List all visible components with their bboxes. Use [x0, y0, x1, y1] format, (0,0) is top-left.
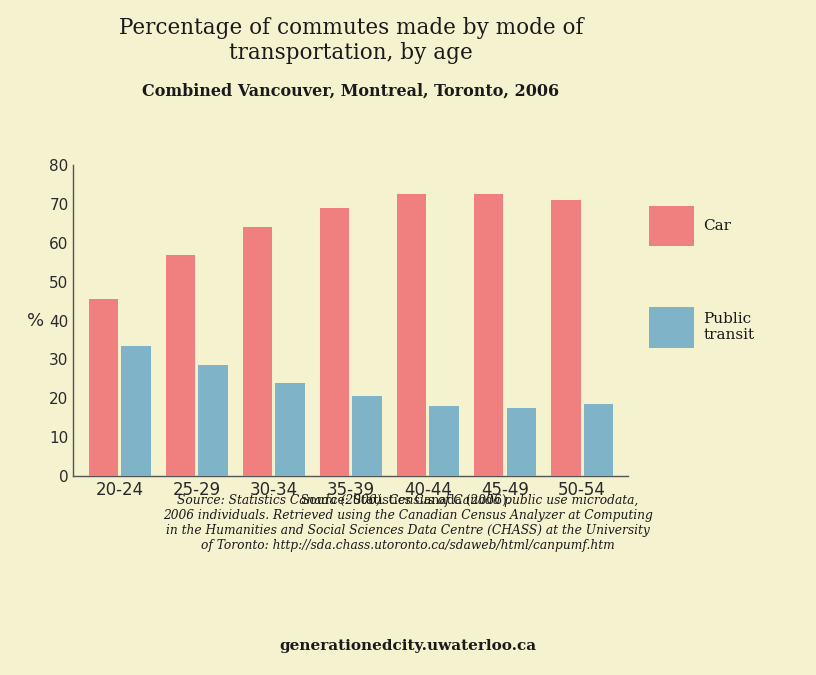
Text: generationedcity.uwaterloo.ca: generationedcity.uwaterloo.ca [279, 639, 537, 653]
Text: Combined Vancouver, Montreal, Toronto, 2006: Combined Vancouver, Montreal, Toronto, 2… [142, 82, 560, 99]
Text: Source: Statistics Canada (2006). Census of Canada public use microdata,
2006 in: Source: Statistics Canada (2006). Census… [163, 494, 653, 552]
Bar [320, 208, 349, 476]
Bar [166, 254, 195, 476]
Text: Car: Car [703, 219, 731, 233]
Bar [474, 194, 503, 476]
Text: Percentage of commutes made by mode of
transportation, by age: Percentage of commutes made by mode of t… [118, 17, 583, 64]
Bar [429, 406, 459, 476]
Bar [552, 200, 580, 476]
Bar [397, 194, 427, 476]
Bar [122, 346, 150, 476]
Bar [353, 396, 382, 476]
Text: Public
transit: Public transit [703, 313, 755, 342]
Bar [583, 404, 613, 476]
Text: Source: Statistics Canada (2006).: Source: Statistics Canada (2006). [301, 494, 515, 507]
Bar [89, 299, 118, 476]
Bar [275, 383, 304, 476]
Bar [507, 408, 536, 476]
Y-axis label: %: % [27, 312, 44, 329]
Bar [198, 365, 228, 476]
Bar [243, 227, 273, 476]
